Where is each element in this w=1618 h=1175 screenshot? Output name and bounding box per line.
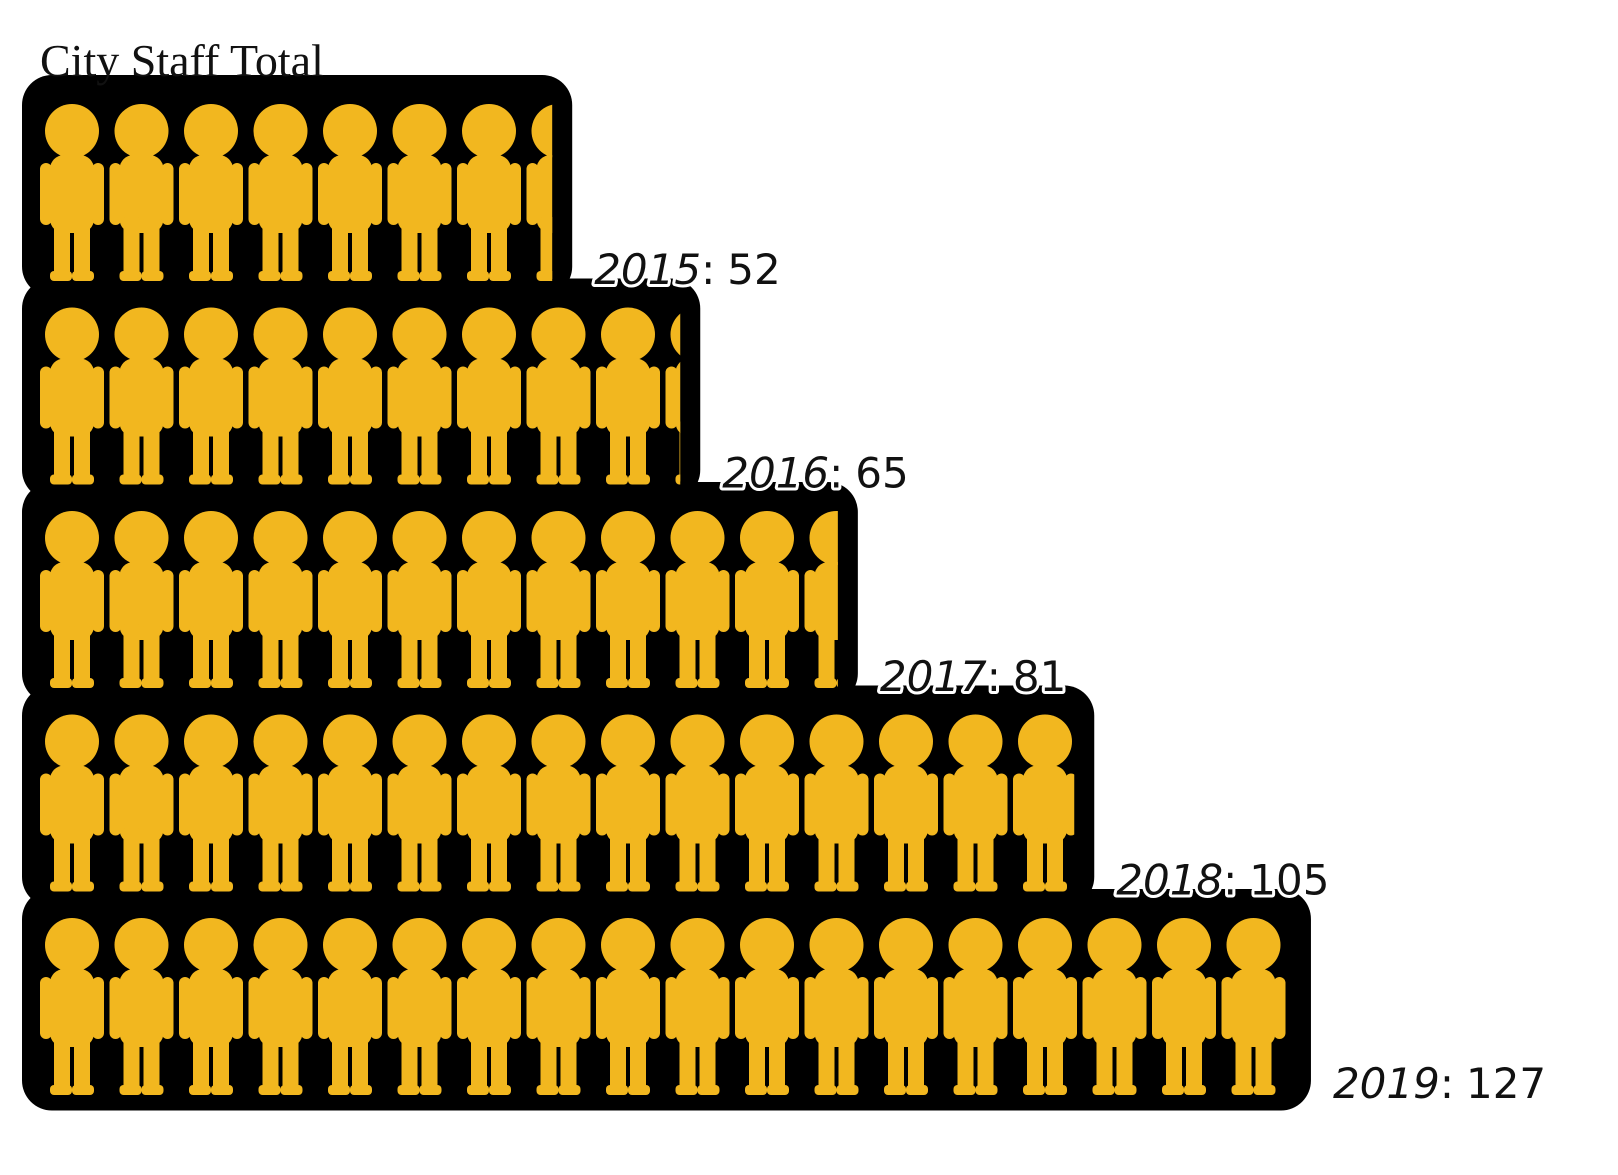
label-separator: : (829, 449, 843, 498)
value-text: 105 (1249, 856, 1329, 905)
category-label: 2017 (880, 652, 987, 701)
value-label: 2017: 81 (880, 652, 1067, 701)
label-separator: : (701, 245, 715, 294)
value-label: 2018: 105 (1116, 856, 1329, 905)
category-label: 2016 (722, 449, 829, 498)
value-text: 52 (727, 245, 780, 294)
value-text: 65 (855, 449, 908, 498)
value-label: 2015: 52 (594, 245, 781, 294)
category-label: 2015 (594, 245, 701, 294)
category-label: 2018 (1116, 856, 1223, 905)
label-separator: : (1223, 856, 1237, 905)
label-separator: : (987, 652, 1001, 701)
chart-title: City Staff Total (40, 35, 324, 86)
value-text: 81 (1013, 652, 1066, 701)
value-label: 2016: 65 (722, 449, 909, 498)
value-text: 127 (1466, 1059, 1546, 1108)
label-separator: : (1440, 1059, 1454, 1108)
category-label: 2019 (1333, 1059, 1440, 1108)
value-label: 2019: 127 (1333, 1059, 1546, 1108)
